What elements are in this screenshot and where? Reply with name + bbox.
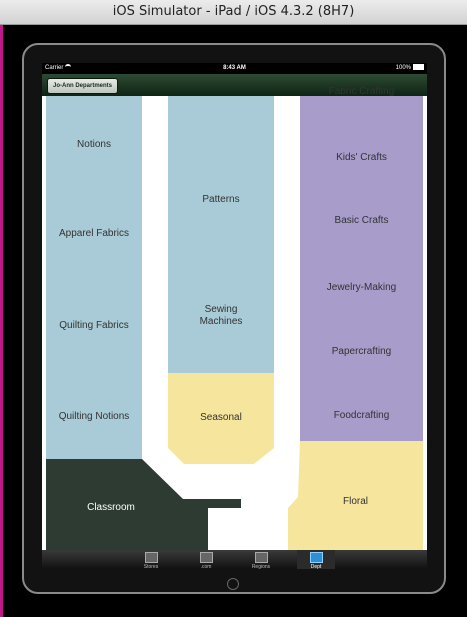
grid-icon: [254, 552, 268, 563]
tab-regions[interactable]: Regions: [242, 550, 280, 569]
tab-dotcom[interactable]: .com: [187, 550, 225, 569]
grid-icon: [199, 552, 213, 563]
dept-papercrafting[interactable]: Papercrafting: [331, 346, 392, 357]
status-bar: Carrier 8:43 AM 100%: [42, 63, 427, 74]
dept-apparel-fabrics[interactable]: Apparel Fabrics: [58, 228, 130, 239]
tab-dept[interactable]: Dept: [297, 550, 335, 569]
dept-quilting-fabrics[interactable]: Quilting Fabrics: [59, 320, 129, 331]
dept-patterns-column: [168, 96, 274, 373]
navigation-bar: Jo-Ann Departments: [42, 74, 427, 96]
simulator-title-bar: iOS Simulator - iPad / iOS 4.3.2 (8H7): [0, 0, 467, 25]
dept-patterns[interactable]: Patterns: [202, 194, 240, 205]
classroom-shape[interactable]: [46, 459, 241, 550]
dept-crafts-column: [300, 96, 423, 441]
window-title: iOS Simulator - iPad / iOS 4.3.2 (8H7): [112, 4, 355, 19]
dept-quilting-notions[interactable]: Quilting Notions: [58, 411, 130, 422]
wifi-icon: [65, 64, 72, 70]
status-time: 8:43 AM: [223, 65, 246, 71]
home-button[interactable]: [227, 578, 239, 590]
dept-classroom[interactable]: Classroom: [87, 502, 135, 513]
dept-notions[interactable]: Notions: [77, 139, 111, 150]
dept-seasonal[interactable]: Seasonal: [200, 412, 242, 423]
map-shapes: [46, 373, 423, 550]
dept-notions-column: [46, 96, 142, 459]
battery-icon: [413, 64, 424, 71]
seasonal-shape[interactable]: [168, 373, 274, 464]
dept-basic-crafts[interactable]: Basic Crafts: [334, 215, 389, 226]
carrier-text: Carrier: [45, 63, 72, 74]
stores-icon: [144, 552, 158, 563]
grid-icon: [309, 552, 323, 563]
dept-kids-crafts[interactable]: Kids' Crafts: [336, 152, 387, 163]
ipad-screen: Carrier 8:43 AM 100% Jo-Ann Departments …: [42, 63, 427, 569]
departments-button[interactable]: Jo-Ann Departments: [47, 78, 119, 94]
tab-bar: Stores .com Regions Dept: [42, 550, 427, 569]
desktop-edge: [0, 25, 3, 617]
dept-jewelry-making[interactable]: Jewelry-Making: [326, 282, 397, 293]
dept-foodcrafting[interactable]: Foodcrafting: [333, 410, 390, 421]
battery-indicator: 100%: [396, 63, 424, 74]
dept-fabric-crafting[interactable]: Fabric Crafting: [328, 86, 395, 97]
dept-floral[interactable]: Floral: [342, 496, 368, 507]
dept-sewing-machines[interactable]: Sewing Machines: [199, 304, 243, 327]
tab-stores[interactable]: Stores: [132, 550, 170, 569]
store-map: Notions Apparel Fabrics Quilting Fabrics…: [42, 86, 427, 550]
floral-shape[interactable]: [288, 441, 423, 550]
